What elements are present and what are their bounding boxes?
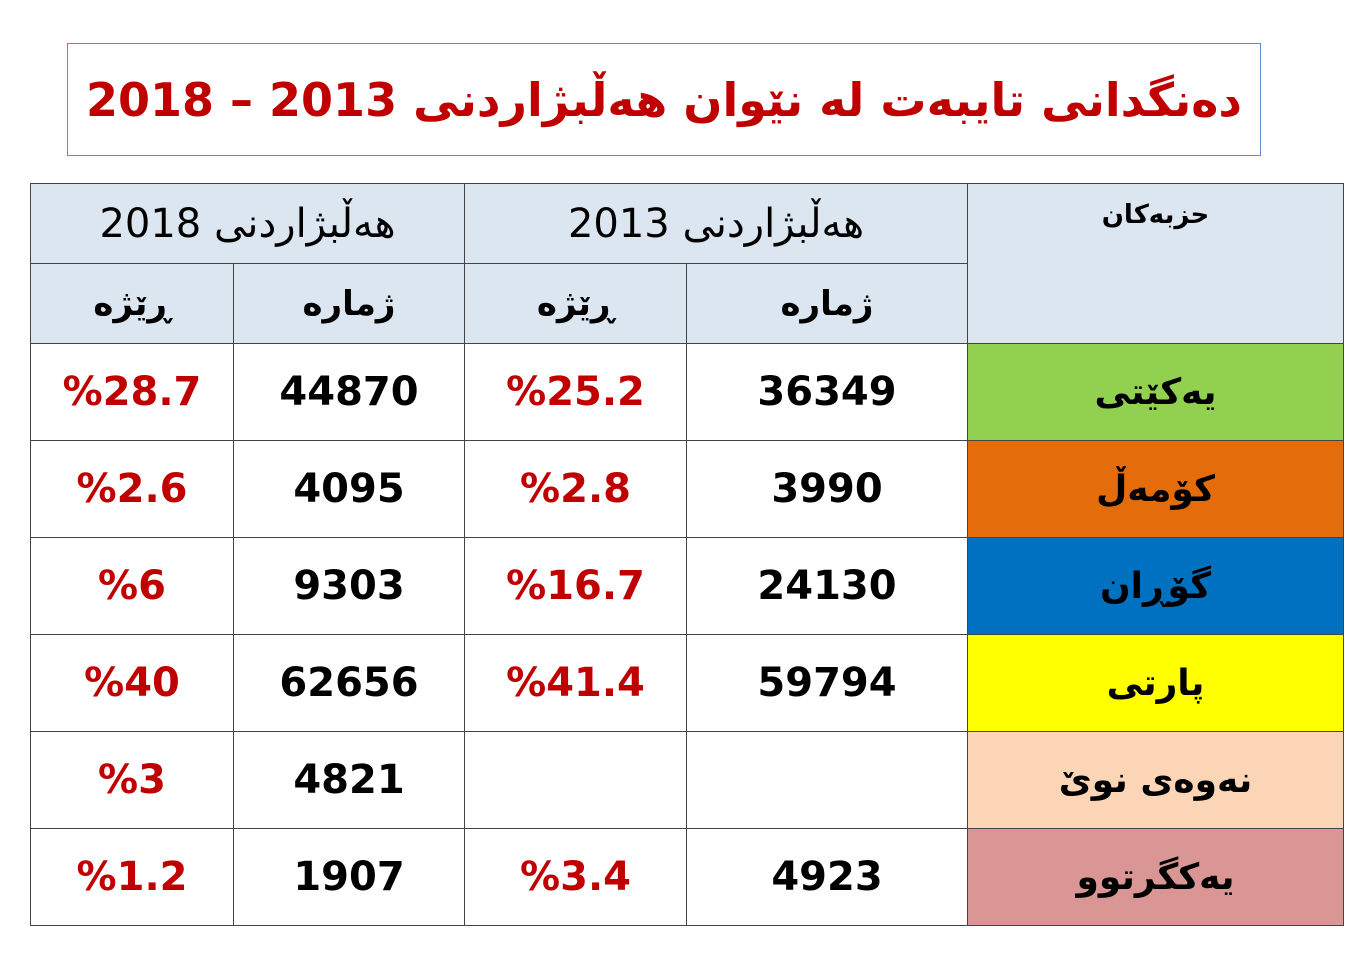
- cell: %16.7: [464, 537, 687, 635]
- party-cell: گۆڕان: [967, 537, 1344, 635]
- row: %40 62656 %41.4 59794 پارتی: [30, 634, 1344, 732]
- cell: 4923: [686, 828, 968, 926]
- cell: 24130: [686, 537, 968, 635]
- cell: 62656: [233, 634, 465, 732]
- cell: [464, 731, 687, 829]
- cell: %1.2: [30, 828, 234, 926]
- cell: 4095: [233, 440, 465, 538]
- cell: 1907: [233, 828, 465, 926]
- party-cell: یەکێتی: [967, 343, 1344, 441]
- cell: 36349: [686, 343, 968, 441]
- cell: %28.7: [30, 343, 234, 441]
- row: %28.7 44870 %25.2 36349 یەکێتی: [30, 343, 1344, 441]
- sub-header: ژمارە: [233, 263, 465, 344]
- cell: 4821: [233, 731, 465, 829]
- cell: 3990: [686, 440, 968, 538]
- sub-header: ژمارە: [686, 263, 968, 344]
- sub-header: ڕێژە: [30, 263, 234, 344]
- row: %1.2 1907 %3.4 4923 یەکگرتوو: [30, 828, 1344, 926]
- row: %2.6 4095 %2.8 3990 کۆمەڵ: [30, 440, 1344, 538]
- row: %6 9303 %16.7 24130 گۆڕان: [30, 537, 1344, 635]
- cell: 59794: [686, 634, 968, 732]
- table: هەڵبژاردنی 2018 هەڵبژاردنی 2013 حزبەکان …: [30, 183, 1344, 926]
- cell: 44870: [233, 343, 465, 441]
- party-header: حزبەکان: [967, 183, 1344, 344]
- cell: %2.8: [464, 440, 687, 538]
- group-header: هەڵبژاردنی 2018: [30, 183, 465, 264]
- title: دەنگدانی تایبەت لە نێوان هەڵبژاردنی 2013…: [67, 43, 1261, 156]
- cell: %25.2: [464, 343, 687, 441]
- row: %3 4821 نەوەی نوێ: [30, 731, 1344, 829]
- cell: 9303: [233, 537, 465, 635]
- group-header: هەڵبژاردنی 2013: [464, 183, 968, 264]
- cell: %3.4: [464, 828, 687, 926]
- cell: %6: [30, 537, 234, 635]
- cell: %2.6: [30, 440, 234, 538]
- cell: [686, 731, 968, 829]
- party-cell: یەکگرتوو: [967, 828, 1344, 926]
- party-cell: پارتی: [967, 634, 1344, 732]
- cell: %3: [30, 731, 234, 829]
- cell: %40: [30, 634, 234, 732]
- party-cell: کۆمەڵ: [967, 440, 1344, 538]
- cell: %41.4: [464, 634, 687, 732]
- party-cell: نەوەی نوێ: [967, 731, 1344, 829]
- sub-header: ڕێژە: [464, 263, 687, 344]
